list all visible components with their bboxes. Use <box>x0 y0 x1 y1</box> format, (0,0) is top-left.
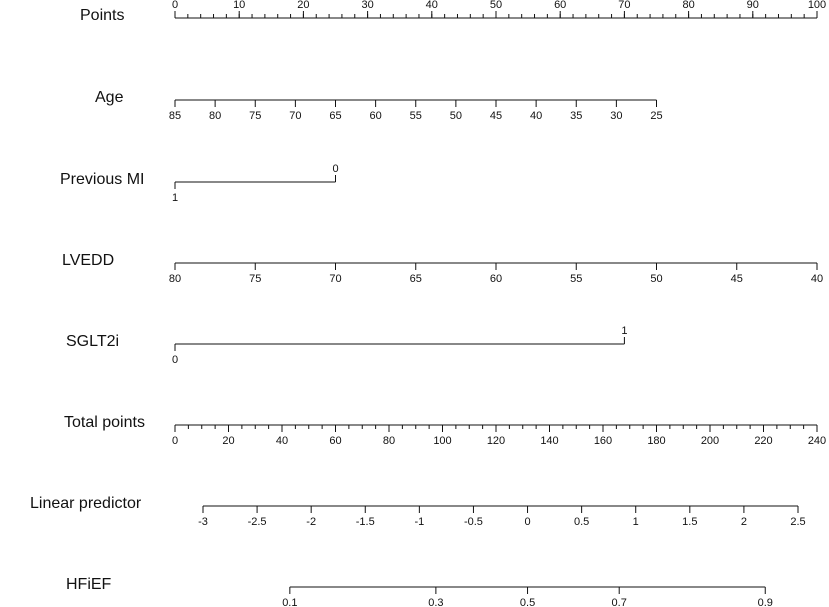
tick-label: 50 <box>650 273 662 285</box>
tick-label: 45 <box>731 273 743 285</box>
tick-label: 1.5 <box>682 516 697 528</box>
tick-label: 30 <box>361 0 373 11</box>
tick-label: 240 <box>808 435 826 447</box>
tick-label: 0 <box>172 0 178 11</box>
tick-label: 160 <box>594 435 612 447</box>
tick-label: 60 <box>554 0 566 11</box>
row-label: Linear predictor <box>30 495 142 512</box>
tick-label: 80 <box>682 0 694 11</box>
tick-label: 80 <box>383 435 395 447</box>
tick-label: 40 <box>276 435 288 447</box>
tick-label: 55 <box>570 273 582 285</box>
tick-label: 60 <box>490 273 502 285</box>
row-label: Total points <box>64 414 145 431</box>
tick-label: 0.1 <box>282 597 297 607</box>
tick-label: -2 <box>306 516 316 528</box>
tick-label: 65 <box>329 110 341 122</box>
tick-label: 20 <box>222 435 234 447</box>
tick-label: 70 <box>289 110 301 122</box>
tick-label: 2.5 <box>790 516 805 528</box>
tick-label: 55 <box>410 110 422 122</box>
tick-label: 200 <box>701 435 719 447</box>
row-label: Age <box>95 89 124 106</box>
tick-label: 70 <box>329 273 341 285</box>
tick-label: 30 <box>610 110 622 122</box>
tick-label: 0.9 <box>758 597 773 607</box>
tick-label: 180 <box>647 435 665 447</box>
tick-label: 1 <box>172 192 178 204</box>
tick-label: 50 <box>490 0 502 11</box>
tick-label: -1.5 <box>356 516 375 528</box>
tick-label: 0 <box>524 516 530 528</box>
row-label: Previous MI <box>60 171 144 188</box>
tick-label: 0.3 <box>428 597 443 607</box>
tick-label: -2.5 <box>248 516 267 528</box>
tick-label: 100 <box>808 0 826 11</box>
tick-label: 40 <box>530 110 542 122</box>
tick-label: 100 <box>433 435 451 447</box>
tick-label: 70 <box>618 0 630 11</box>
tick-label: 0 <box>172 354 178 366</box>
row-label: LVEDD <box>62 252 114 269</box>
tick-label: 0 <box>172 435 178 447</box>
row-label: Points <box>80 7 124 24</box>
tick-label: 140 <box>540 435 558 447</box>
tick-label: 25 <box>650 110 662 122</box>
tick-label: 10 <box>233 0 245 11</box>
row-label: HFiEF <box>66 576 112 593</box>
tick-label: -0.5 <box>464 516 483 528</box>
tick-label: -3 <box>198 516 208 528</box>
tick-label: 0.5 <box>574 516 589 528</box>
tick-label: 80 <box>209 110 221 122</box>
tick-label: 45 <box>490 110 502 122</box>
tick-label: 0.7 <box>612 597 627 607</box>
tick-label: 120 <box>487 435 505 447</box>
tick-label: 65 <box>410 273 422 285</box>
tick-label: 60 <box>329 435 341 447</box>
tick-label: 1 <box>633 516 639 528</box>
tick-label: 35 <box>570 110 582 122</box>
tick-label: 40 <box>811 273 823 285</box>
row-label: SGLT2i <box>66 333 119 350</box>
tick-label: 60 <box>370 110 382 122</box>
tick-label: 220 <box>754 435 772 447</box>
tick-label: -1 <box>414 516 424 528</box>
tick-label: 1 <box>621 325 627 337</box>
tick-label: 20 <box>297 0 309 11</box>
tick-label: 80 <box>169 273 181 285</box>
tick-label: 0 <box>332 163 338 175</box>
tick-label: 90 <box>747 0 759 11</box>
tick-label: 75 <box>249 273 261 285</box>
tick-label: 75 <box>249 110 261 122</box>
tick-label: 85 <box>169 110 181 122</box>
tick-label: 40 <box>426 0 438 11</box>
tick-label: 0.5 <box>520 597 535 607</box>
tick-label: 2 <box>741 516 747 528</box>
tick-label: 50 <box>450 110 462 122</box>
